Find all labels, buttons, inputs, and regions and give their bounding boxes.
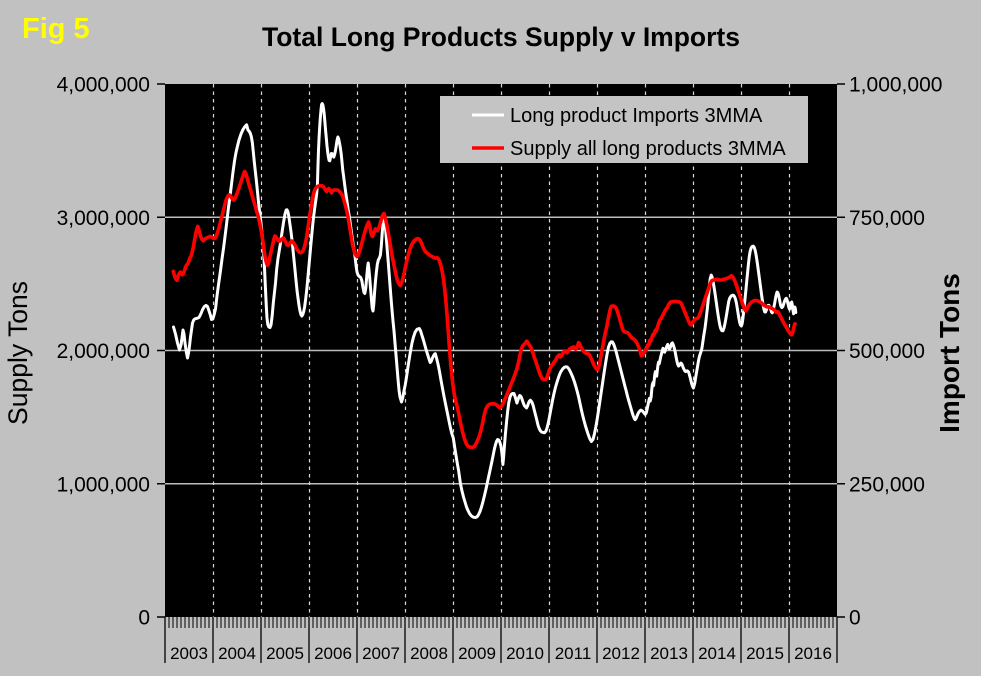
svg-text:2011: 2011 xyxy=(555,644,592,663)
svg-text:2004: 2004 xyxy=(218,644,256,663)
svg-text:Long product Imports 3MMA: Long product Imports 3MMA xyxy=(510,105,763,127)
svg-text:2009: 2009 xyxy=(458,644,496,663)
svg-text:2005: 2005 xyxy=(266,644,304,663)
svg-text:Total Long Products Supply v I: Total Long Products Supply v Imports xyxy=(262,22,740,52)
svg-text:250,000: 250,000 xyxy=(849,473,925,496)
svg-text:2007: 2007 xyxy=(362,644,400,663)
svg-text:1,000,000: 1,000,000 xyxy=(57,473,150,496)
svg-text:0: 0 xyxy=(138,607,150,630)
svg-text:3,000,000: 3,000,000 xyxy=(57,207,150,230)
svg-text:2006: 2006 xyxy=(314,644,352,663)
svg-text:500,000: 500,000 xyxy=(849,340,925,363)
svg-text:0: 0 xyxy=(849,607,861,630)
svg-text:2013: 2013 xyxy=(650,644,688,663)
svg-text:2,000,000: 2,000,000 xyxy=(57,340,150,363)
svg-text:Supply Tons: Supply Tons xyxy=(3,281,33,425)
svg-text:Fig 5: Fig 5 xyxy=(22,13,90,45)
svg-text:2003: 2003 xyxy=(170,644,208,663)
svg-text:2008: 2008 xyxy=(410,644,448,663)
svg-text:2014: 2014 xyxy=(698,644,736,663)
svg-text:2015: 2015 xyxy=(746,644,784,663)
svg-text:750,000: 750,000 xyxy=(849,207,925,230)
svg-text:4,000,000: 4,000,000 xyxy=(57,74,150,97)
svg-text:2016: 2016 xyxy=(794,644,832,663)
svg-text:2010: 2010 xyxy=(506,644,544,663)
svg-text:1,000,000: 1,000,000 xyxy=(849,74,942,97)
svg-text:Import Tons: Import Tons xyxy=(934,273,965,433)
svg-text:2012: 2012 xyxy=(602,644,640,663)
svg-text:Supply all long products 3MMA: Supply all long products 3MMA xyxy=(510,138,786,160)
